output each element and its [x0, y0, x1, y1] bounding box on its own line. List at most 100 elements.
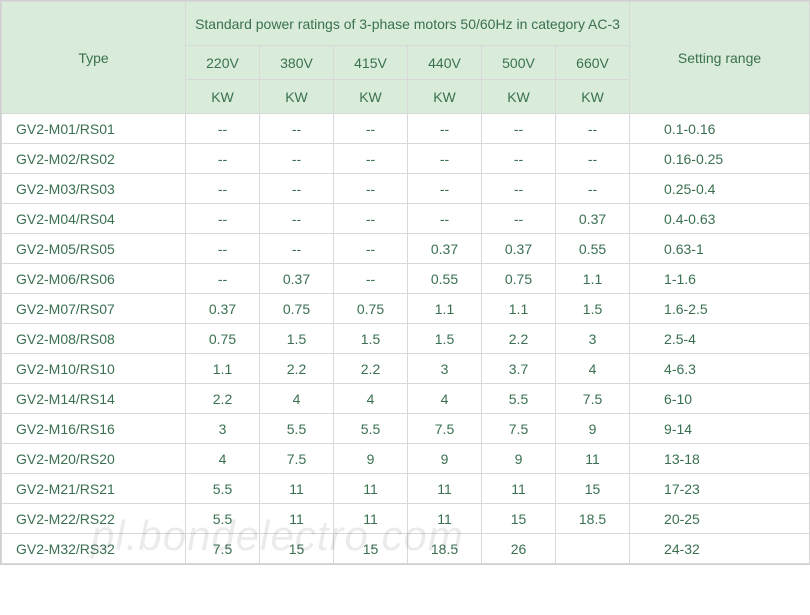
cell-value: 5.5 — [334, 414, 408, 444]
table-body: GV2-M01/RS01------------0.1-0.16GV2-M02/… — [2, 114, 810, 564]
cell-value: 1.5 — [556, 294, 630, 324]
cell-range: 13-18 — [630, 444, 810, 474]
cell-value: 0.55 — [556, 234, 630, 264]
cell-value: -- — [186, 234, 260, 264]
cell-range: 20-25 — [630, 504, 810, 534]
cell-value: 7.5 — [186, 534, 260, 564]
cell-value: 7.5 — [556, 384, 630, 414]
header-unit: KW — [556, 80, 630, 114]
header-440v: 440V — [408, 46, 482, 80]
header-unit: KW — [482, 80, 556, 114]
cell-value: -- — [186, 174, 260, 204]
cell-value: 9 — [334, 444, 408, 474]
cell-value: 0.55 — [408, 264, 482, 294]
cell-value: 4 — [556, 354, 630, 384]
cell-type: GV2-M04/RS04 — [2, 204, 186, 234]
cell-value: 1.5 — [408, 324, 482, 354]
cell-value — [556, 534, 630, 564]
cell-type: GV2-M08/RS08 — [2, 324, 186, 354]
cell-value: 0.75 — [482, 264, 556, 294]
header-range: Setting range — [630, 2, 810, 114]
header-220v: 220V — [186, 46, 260, 80]
cell-type: GV2-M07/RS07 — [2, 294, 186, 324]
cell-value: -- — [260, 114, 334, 144]
cell-value: -- — [334, 234, 408, 264]
cell-value: -- — [482, 174, 556, 204]
cell-value: 0.75 — [334, 294, 408, 324]
cell-range: 6-10 — [630, 384, 810, 414]
cell-range: 0.63-1 — [630, 234, 810, 264]
cell-value: 9 — [482, 444, 556, 474]
cell-value: -- — [260, 144, 334, 174]
cell-value: -- — [260, 174, 334, 204]
table-row: GV2-M06/RS06--0.37--0.550.751.11-1.6 — [2, 264, 810, 294]
cell-value: 0.75 — [186, 324, 260, 354]
header-660v: 660V — [556, 46, 630, 80]
cell-type: GV2-M02/RS02 — [2, 144, 186, 174]
cell-type: GV2-M20/RS20 — [2, 444, 186, 474]
cell-value: 9 — [556, 414, 630, 444]
cell-value: -- — [482, 144, 556, 174]
cell-value: 1.5 — [334, 324, 408, 354]
cell-value: 1.1 — [556, 264, 630, 294]
cell-range: 1.6-2.5 — [630, 294, 810, 324]
header-unit: KW — [186, 80, 260, 114]
cell-value: 3 — [556, 324, 630, 354]
cell-range: 1-1.6 — [630, 264, 810, 294]
cell-type: GV2-M10/RS10 — [2, 354, 186, 384]
cell-value: 2.2 — [186, 384, 260, 414]
cell-value: -- — [408, 114, 482, 144]
cell-type: GV2-M03/RS03 — [2, 174, 186, 204]
cell-value: -- — [186, 144, 260, 174]
cell-value: -- — [334, 114, 408, 144]
cell-value: 15 — [556, 474, 630, 504]
table-row: GV2-M16/RS1635.55.57.57.599-14 — [2, 414, 810, 444]
cell-type: GV2-M16/RS16 — [2, 414, 186, 444]
cell-value: -- — [408, 174, 482, 204]
cell-value: -- — [334, 144, 408, 174]
cell-type: GV2-M06/RS06 — [2, 264, 186, 294]
cell-value: 15 — [334, 534, 408, 564]
cell-type: GV2-M32/RS32 — [2, 534, 186, 564]
cell-value: 11 — [334, 474, 408, 504]
cell-value: -- — [334, 204, 408, 234]
cell-value: 26 — [482, 534, 556, 564]
cell-value: 9 — [408, 444, 482, 474]
table-row: GV2-M07/RS070.370.750.751.11.11.51.6-2.5 — [2, 294, 810, 324]
cell-value: -- — [482, 114, 556, 144]
table-row: GV2-M14/RS142.24445.57.56-10 — [2, 384, 810, 414]
cell-value: 5.5 — [186, 474, 260, 504]
cell-value: -- — [334, 174, 408, 204]
table-row: GV2-M22/RS225.51111111518.520-25 — [2, 504, 810, 534]
header-unit: KW — [334, 80, 408, 114]
table-row: GV2-M05/RS05------0.370.370.550.63-1 — [2, 234, 810, 264]
cell-value: 18.5 — [408, 534, 482, 564]
cell-type: GV2-M14/RS14 — [2, 384, 186, 414]
cell-value: 0.37 — [556, 204, 630, 234]
header-unit: KW — [260, 80, 334, 114]
cell-value: -- — [408, 144, 482, 174]
cell-range: 0.1-0.16 — [630, 114, 810, 144]
cell-value: 11 — [556, 444, 630, 474]
table-row: GV2-M21/RS215.5111111111517-23 — [2, 474, 810, 504]
cell-value: 11 — [260, 504, 334, 534]
cell-range: 9-14 — [630, 414, 810, 444]
cell-type: GV2-M05/RS05 — [2, 234, 186, 264]
cell-value: 1.5 — [260, 324, 334, 354]
cell-value: -- — [556, 114, 630, 144]
cell-value: 11 — [260, 474, 334, 504]
cell-value: -- — [186, 264, 260, 294]
cell-value: 1.1 — [482, 294, 556, 324]
cell-value: 0.37 — [408, 234, 482, 264]
cell-value: 3.7 — [482, 354, 556, 384]
table-row: GV2-M02/RS02------------0.16-0.25 — [2, 144, 810, 174]
cell-range: 0.4-0.63 — [630, 204, 810, 234]
cell-value: 18.5 — [556, 504, 630, 534]
cell-value: 5.5 — [186, 504, 260, 534]
table-row: GV2-M08/RS080.751.51.51.52.232.5-4 — [2, 324, 810, 354]
cell-value: 2.2 — [334, 354, 408, 384]
cell-value: 3 — [408, 354, 482, 384]
cell-value: 3 — [186, 414, 260, 444]
table-row: GV2-M03/RS03------------0.25-0.4 — [2, 174, 810, 204]
table-row: GV2-M32/RS327.5151518.52624-32 — [2, 534, 810, 564]
